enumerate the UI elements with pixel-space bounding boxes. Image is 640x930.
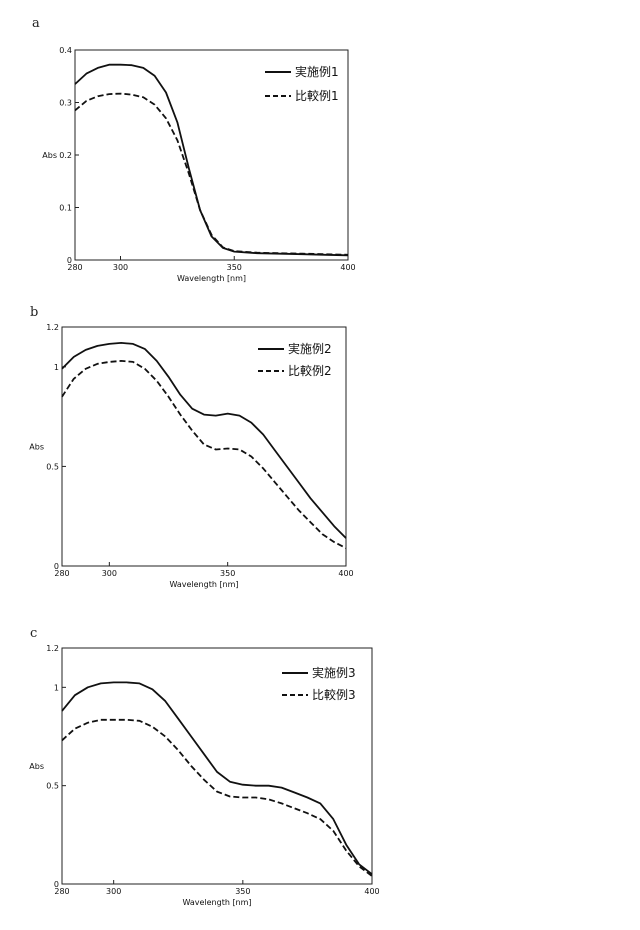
x-tick-label: 300	[106, 887, 121, 896]
y-tick-label: 1	[54, 683, 59, 692]
x-axis-label: Wavelength [nm]	[177, 274, 246, 283]
y-tick-label: 0.5	[46, 782, 59, 791]
x-tick-label: 350	[227, 263, 242, 272]
y-tick-label: 0.1	[59, 204, 72, 213]
series-line-example	[62, 682, 372, 874]
y-axis-label: Abs	[29, 762, 44, 771]
y-tick-label: 0	[54, 562, 59, 571]
chart-panel-b: b28030035040000.511.2Wavelength [nm]Abs実…	[29, 305, 353, 589]
panel-letter: c	[30, 626, 37, 641]
series-line-comparative	[62, 720, 372, 876]
x-tick-label: 300	[113, 263, 128, 272]
y-tick-label: 1.2	[46, 644, 59, 653]
legend-entry: 実施例1	[295, 64, 339, 79]
y-tick-label: 0.4	[59, 46, 72, 55]
y-tick-label: 1.2	[46, 323, 59, 332]
y-tick-label: 0.2	[59, 151, 72, 160]
figure-canvas: a28030035040000.10.20.30.4Wavelength [nm…	[0, 0, 640, 930]
legend-entry: 比較例1	[295, 88, 339, 103]
y-tick-label: 0	[54, 880, 59, 889]
series-line-comparative	[62, 361, 346, 548]
legend-entry: 実施例2	[288, 341, 332, 356]
x-tick-label: 300	[102, 569, 117, 578]
legend-entry: 実施例3	[312, 665, 356, 680]
y-axis-label: Abs	[29, 443, 44, 452]
x-axis-label: Wavelength [nm]	[169, 580, 238, 589]
panel-letter: b	[30, 305, 38, 320]
plot-frame	[75, 50, 348, 260]
x-tick-label: 350	[220, 569, 235, 578]
x-axis-label: Wavelength [nm]	[182, 898, 251, 907]
chart-panel-a: a28030035040000.10.20.30.4Wavelength [nm…	[32, 16, 356, 283]
series-line-comparative	[75, 94, 348, 255]
x-tick-label: 400	[364, 887, 379, 896]
y-tick-label: 0	[67, 256, 72, 265]
x-tick-label: 400	[340, 263, 355, 272]
chart-panel-c: c28030035040000.511.2Wavelength [nm]Abs実…	[29, 626, 379, 907]
legend-entry: 比較例2	[288, 363, 332, 378]
x-tick-label: 350	[235, 887, 250, 896]
y-tick-label: 0.5	[46, 462, 59, 471]
panel-letter: a	[32, 16, 40, 31]
y-axis-label: Abs	[42, 151, 57, 160]
legend-entry: 比較例3	[312, 687, 356, 702]
y-tick-label: 0.3	[59, 99, 72, 108]
y-tick-label: 1	[54, 363, 59, 372]
x-tick-label: 400	[338, 569, 353, 578]
